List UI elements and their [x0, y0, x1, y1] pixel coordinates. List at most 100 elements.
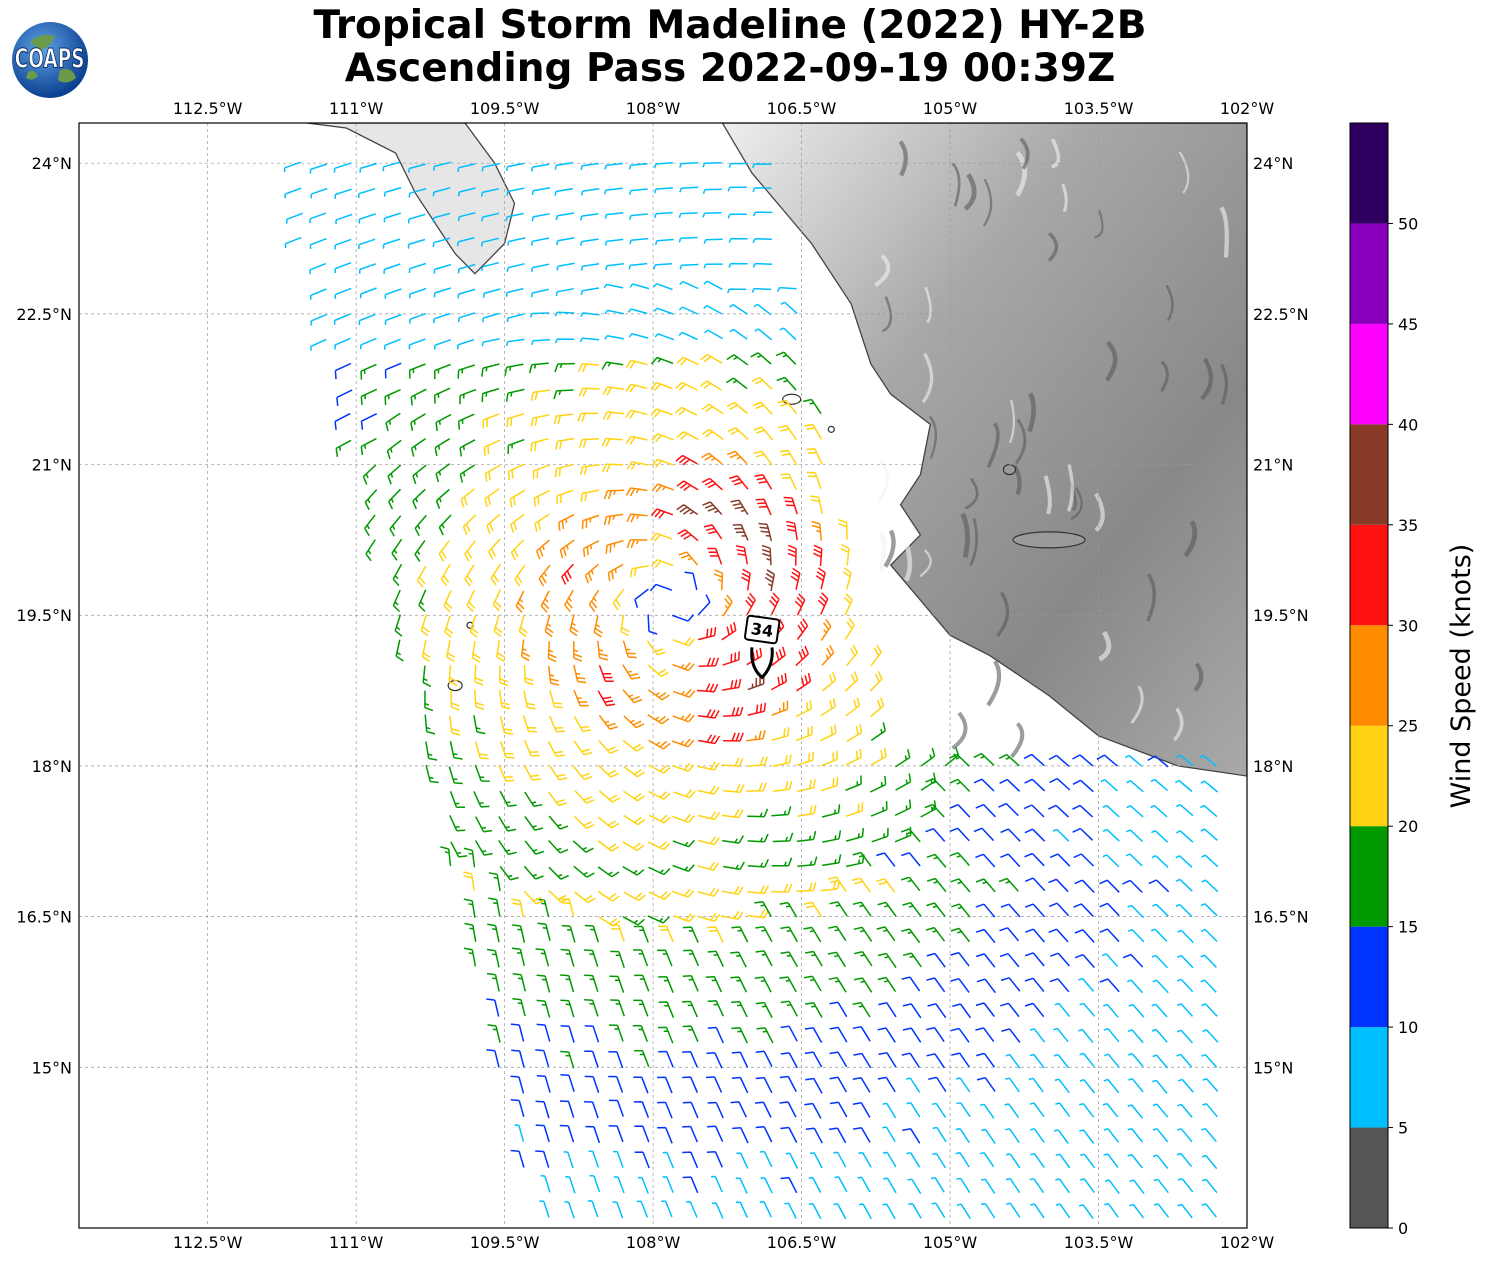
wind-barb [998, 802, 1019, 817]
wind-barb [608, 1125, 624, 1143]
wind-barb [829, 1051, 848, 1068]
wind-barb [482, 312, 500, 323]
wind-barb [432, 187, 451, 197]
wind-barb [780, 1126, 798, 1143]
wind-barb [1053, 1129, 1069, 1144]
wind-barb [459, 464, 476, 483]
wind-barb [795, 725, 813, 742]
wind-barb [573, 689, 589, 707]
wind-barb [284, 187, 302, 199]
wind-barb [730, 499, 749, 516]
wind-barb [768, 592, 780, 615]
wind-barb [408, 287, 427, 299]
wind-barb [780, 951, 799, 968]
wind-barb [414, 539, 426, 562]
wind-barb [284, 236, 302, 249]
baja-terrain [306, 123, 516, 275]
wind-barb [538, 564, 551, 587]
wind-barb [673, 789, 696, 799]
wind-barb [697, 594, 711, 616]
wind-barb [1000, 853, 1021, 868]
lat-tick-label-left: 15°N [32, 1058, 72, 1077]
wind-barb [817, 592, 829, 615]
wind-barb [754, 328, 773, 341]
wind-barb [975, 953, 996, 968]
wind-barb [473, 715, 486, 735]
wind-barb [610, 999, 626, 1017]
wind-barb [1078, 1028, 1094, 1044]
wind-barb [796, 882, 817, 893]
wind-barb [723, 706, 744, 717]
wind-barb [1199, 804, 1218, 818]
wind-barb [1102, 1003, 1119, 1018]
wind-barb [783, 496, 798, 515]
wind-barb [1153, 1203, 1170, 1218]
wind-barb [705, 975, 723, 993]
wind-barb [581, 514, 600, 530]
wind-barb [433, 287, 452, 298]
wind-barb [796, 618, 809, 640]
wind-barb [523, 690, 536, 710]
wind-barb [628, 332, 649, 339]
wind-barb [735, 545, 749, 565]
wind-barb [852, 851, 872, 867]
wind-barb [728, 475, 749, 490]
wind-barb [602, 463, 623, 473]
wind-barb [975, 878, 996, 893]
wind-barb [1024, 952, 1045, 967]
wind-barb [625, 409, 648, 419]
wind-barb [463, 847, 476, 868]
wind-barb [1148, 879, 1170, 893]
wind-barb [858, 1203, 872, 1220]
wind-barb [457, 163, 476, 173]
wind-barb [457, 312, 476, 323]
wind-barb [675, 381, 698, 391]
wind-barb [795, 700, 813, 718]
wind-barb [512, 973, 527, 992]
wind-barb [920, 747, 936, 767]
wind-barb [727, 213, 747, 219]
wind-barb [653, 307, 674, 315]
wind-barb [418, 589, 427, 612]
wind-barb [1128, 1077, 1144, 1093]
wind-barb [1122, 879, 1143, 893]
wind-barb [786, 520, 798, 541]
wind-barb [697, 811, 721, 821]
wind-barb [457, 413, 475, 430]
wind-barb [622, 689, 643, 704]
wind-barb [723, 783, 745, 794]
wind-barb [389, 515, 402, 537]
wind-barb [753, 303, 772, 316]
wind-barb [852, 1126, 871, 1143]
wind-barb [672, 637, 695, 647]
wind-barb [392, 563, 403, 587]
wind-barb [637, 1176, 649, 1194]
wind-barb [1055, 1153, 1071, 1169]
wind-barb [1177, 1103, 1193, 1118]
wind-barb [754, 1101, 772, 1118]
wind-barb [440, 564, 451, 587]
wind-barb [778, 424, 797, 441]
wind-barb [870, 747, 887, 766]
wind-barb [433, 312, 451, 324]
colorbar-bin [1350, 323, 1388, 425]
wind-barb [633, 949, 649, 967]
wind-barb [675, 454, 698, 466]
wind-barb [949, 851, 970, 866]
wind-barb [464, 540, 477, 562]
wind-barb [955, 1127, 971, 1144]
wind-barb [474, 664, 484, 686]
wind-barb [877, 1076, 896, 1093]
wind-barb [829, 901, 848, 917]
wind-barb [710, 1175, 723, 1193]
wind-barb [1129, 1179, 1145, 1195]
wind-barb [1096, 754, 1118, 767]
wind-barb [577, 412, 598, 422]
wind-barb [558, 514, 575, 531]
wind-barb [870, 722, 887, 742]
wind-barb [474, 840, 493, 856]
wind-barb [650, 508, 674, 519]
wind-barb [457, 263, 476, 274]
wind-barb [424, 690, 434, 712]
